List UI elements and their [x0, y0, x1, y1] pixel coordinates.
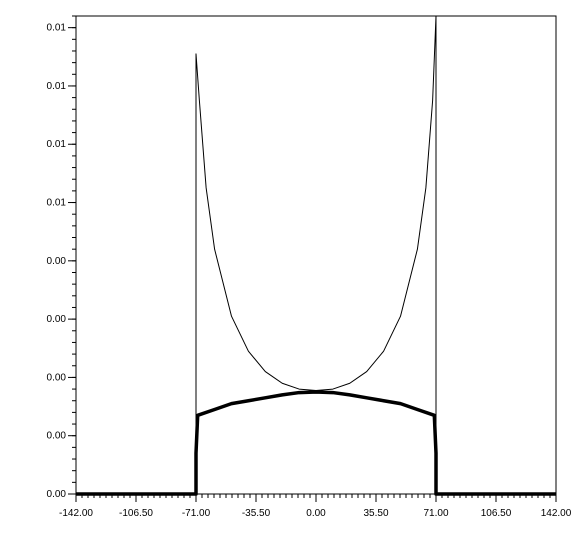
y-tick-label: 0.01	[47, 139, 67, 150]
x-tick-label: -142.00	[59, 508, 93, 519]
y-tick-label: 0.01	[47, 23, 67, 34]
series-layer	[76, 15, 556, 496]
x-tick-label: -35.50	[242, 508, 271, 519]
x-tick-label: 106.50	[481, 508, 512, 519]
x-tick-label: -106.50	[119, 508, 153, 519]
y-axis-labels: 0.00 0.00 0.00 0.00 0.00 0.01 0.01 0.01 0.01	[47, 23, 76, 500]
series-line-thick	[76, 390, 556, 496]
plot-area	[75, 15, 557, 495]
y-tick-label: 0.00	[47, 314, 67, 325]
x-tick-label: -71.00	[182, 508, 211, 519]
x-tick-label: 71.00	[423, 508, 448, 519]
y-tick-label: 0.01	[47, 81, 67, 92]
x-tick-label: 142.00	[541, 508, 572, 519]
y-tick-label: 0.01	[47, 198, 67, 209]
y-minor-ticks	[72, 15, 76, 495]
y-tick-label: 0.00	[47, 372, 67, 383]
y-tick-label: 0.00	[47, 256, 67, 267]
x-axis-labels: -142.00 -106.50 -71.00 -35.50 0.00 35.50 71.00…	[59, 494, 572, 519]
y-tick-label: 0.00	[47, 489, 67, 500]
y-tick-label: 0.00	[47, 431, 67, 442]
x-tick-label: 0.00	[306, 508, 326, 519]
x-tick-label: 35.50	[363, 508, 388, 519]
